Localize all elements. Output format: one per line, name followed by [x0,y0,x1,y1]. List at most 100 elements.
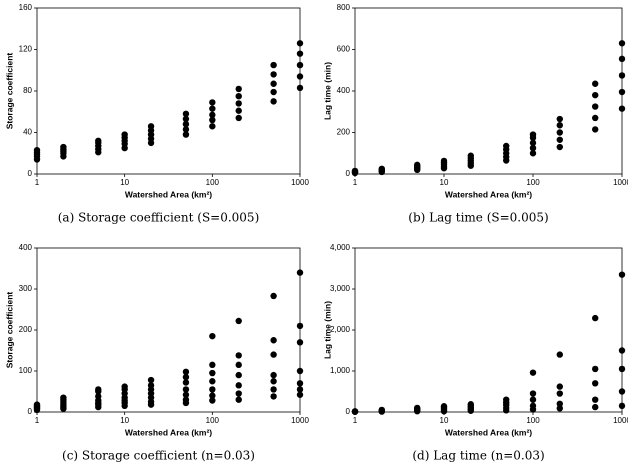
point [209,386,216,393]
point [60,143,67,151]
y-tick-label: 400 [19,243,33,252]
y-tick-label: 200 [337,128,351,137]
point [440,403,448,410]
x-tick-label: 10 [440,416,449,425]
point [33,401,41,408]
y-tick-label: 40 [23,128,32,137]
x-tick-label: 100 [526,178,540,187]
point [60,394,67,401]
x-axis-label: Watershed Area (km²) [445,427,532,437]
point [618,365,626,373]
caption: (b) Lag time (S=0.005) [408,211,548,225]
point [414,404,421,412]
point [296,50,304,57]
point [182,121,190,128]
point [235,390,242,397]
y-tick-label: 300 [19,284,33,293]
point [296,391,304,398]
point [529,390,537,397]
point [556,400,563,407]
point [592,126,599,133]
point [182,115,190,123]
point [270,61,277,69]
point [270,98,277,105]
caption: (c) Storage coefficient (n=0.03) [62,449,255,463]
point [147,376,155,384]
y-tick-label: 80 [23,86,32,95]
point [556,136,563,143]
y-tick-label: 160 [19,3,33,12]
point [556,129,563,136]
point [270,386,277,393]
y-tick-label: 1,000 [330,366,351,375]
point [556,390,563,397]
point [209,392,216,399]
point [592,103,599,110]
point [270,351,277,358]
point [592,91,599,99]
point [235,114,242,122]
point [556,143,563,151]
point [209,99,216,106]
x-axis-label: Watershed Area (km²) [125,427,212,437]
point [235,85,242,93]
plot-frame [36,7,301,175]
x-tick-label: 10 [120,178,129,187]
point [618,55,626,63]
point [235,352,242,359]
point [529,131,537,138]
point [147,382,155,389]
point [529,144,537,152]
point [378,406,385,414]
point [296,40,304,47]
point [182,373,190,381]
x-tick-label: 1 [35,416,40,425]
point [235,361,242,369]
point [209,111,216,119]
x-axis-label: Watershed Area (km²) [125,189,212,199]
point [503,142,510,150]
point [121,131,128,138]
y-axis-label: Storage coefficient [4,292,14,369]
y-tick-label: 0 [28,169,33,178]
y-tick-label: 800 [337,3,351,12]
point [592,380,599,387]
point [618,72,626,79]
y-tick-label: 100 [19,366,33,375]
y-axis-label: Lag time (min) [322,62,332,120]
point [529,396,537,403]
x-tick-label: 10 [120,416,129,425]
point [296,380,304,387]
point [182,126,190,133]
point [182,110,190,118]
point [556,122,563,129]
point [529,369,537,376]
plot-frame [354,7,623,175]
point [296,386,304,393]
point [351,167,359,175]
point [378,165,385,173]
point [209,116,216,124]
y-tick-label: 120 [19,45,33,54]
y-tick-label: 0 [28,407,33,416]
x-tick-label: 100 [526,416,540,425]
y-tick-label: 2,000 [330,325,351,334]
point [529,150,537,157]
y-tick-label: 600 [337,45,351,54]
x-tick-label: 1 [353,178,358,187]
point [296,339,304,346]
point [529,402,537,410]
y-axis-label: Storage coefficient [4,53,14,130]
point [296,61,304,69]
x-tick-label: 10 [440,178,449,187]
point [414,161,421,169]
point [556,405,563,412]
point [209,397,216,404]
point [270,71,277,78]
point [556,115,563,123]
point [121,383,128,390]
x-tick-label: 1000 [613,416,628,425]
point [270,393,277,400]
point [592,365,599,373]
point [618,271,626,278]
